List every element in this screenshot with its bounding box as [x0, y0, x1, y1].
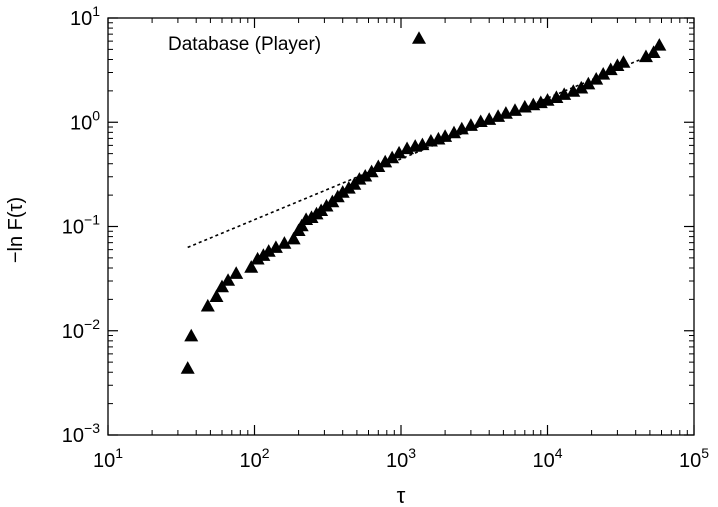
y-tick-label: 10−2: [62, 316, 100, 343]
x-tick-label: 104: [532, 445, 562, 472]
data-point-triangle: [446, 125, 461, 139]
legend-label: Database (Player): [168, 34, 321, 55]
x-tick-label: 102: [239, 445, 269, 472]
data-point-triangle: [184, 328, 199, 342]
data-point-triangle: [335, 185, 350, 198]
data-point-triangle: [574, 80, 589, 94]
data-point-triangle: [454, 121, 469, 135]
data-point-triangle: [200, 298, 215, 312]
data-point-triangle: [261, 244, 276, 257]
y-tick-label: 10−1: [62, 212, 100, 239]
x-axis-label: τ: [397, 483, 406, 507]
plot-area: [180, 38, 667, 374]
data-point-triangle: [209, 289, 224, 302]
y-tick-label: 10−3: [62, 420, 100, 447]
y-tick-label: 100: [70, 107, 100, 134]
data-point-triangle: [463, 118, 478, 131]
data-point-triangle: [385, 150, 400, 164]
data-point-triangle: [581, 76, 596, 90]
y-axis-label: −ln F(τ): [5, 197, 27, 263]
data-point-triangle: [180, 361, 195, 374]
data-point-triangle: [603, 62, 618, 76]
legend-marker-triangle-icon: [412, 31, 426, 44]
x-tick-label: 105: [679, 445, 709, 472]
data-point-triangle: [221, 273, 236, 286]
data-point-triangle: [392, 145, 407, 159]
data-point-triangle: [250, 251, 265, 265]
data-point-triangle: [244, 260, 259, 273]
fit-line: [187, 57, 644, 249]
x-tick-label: 101: [93, 445, 123, 472]
plot-frame: [107, 17, 695, 436]
data-point-triangle: [566, 84, 581, 97]
x-tick-label: 103: [386, 445, 416, 472]
data-point-triangle: [277, 236, 292, 249]
data-point-triangle: [214, 279, 229, 293]
y-tick-label: 101: [70, 3, 100, 30]
data-point-triangle: [286, 231, 301, 245]
data-point-triangle: [319, 198, 334, 212]
data-point-triangle: [229, 266, 244, 279]
data-point-triangle: [646, 45, 661, 58]
data-point-triangle: [294, 218, 309, 232]
data-point-triangle: [371, 159, 386, 173]
data-point-triangle: [589, 72, 604, 85]
data-point-triangle: [358, 168, 373, 182]
data-point-triangle: [268, 240, 283, 253]
data-point-triangle: [652, 38, 667, 51]
legend: Database (Player): [168, 31, 426, 55]
data-point-triangle: [415, 137, 430, 151]
